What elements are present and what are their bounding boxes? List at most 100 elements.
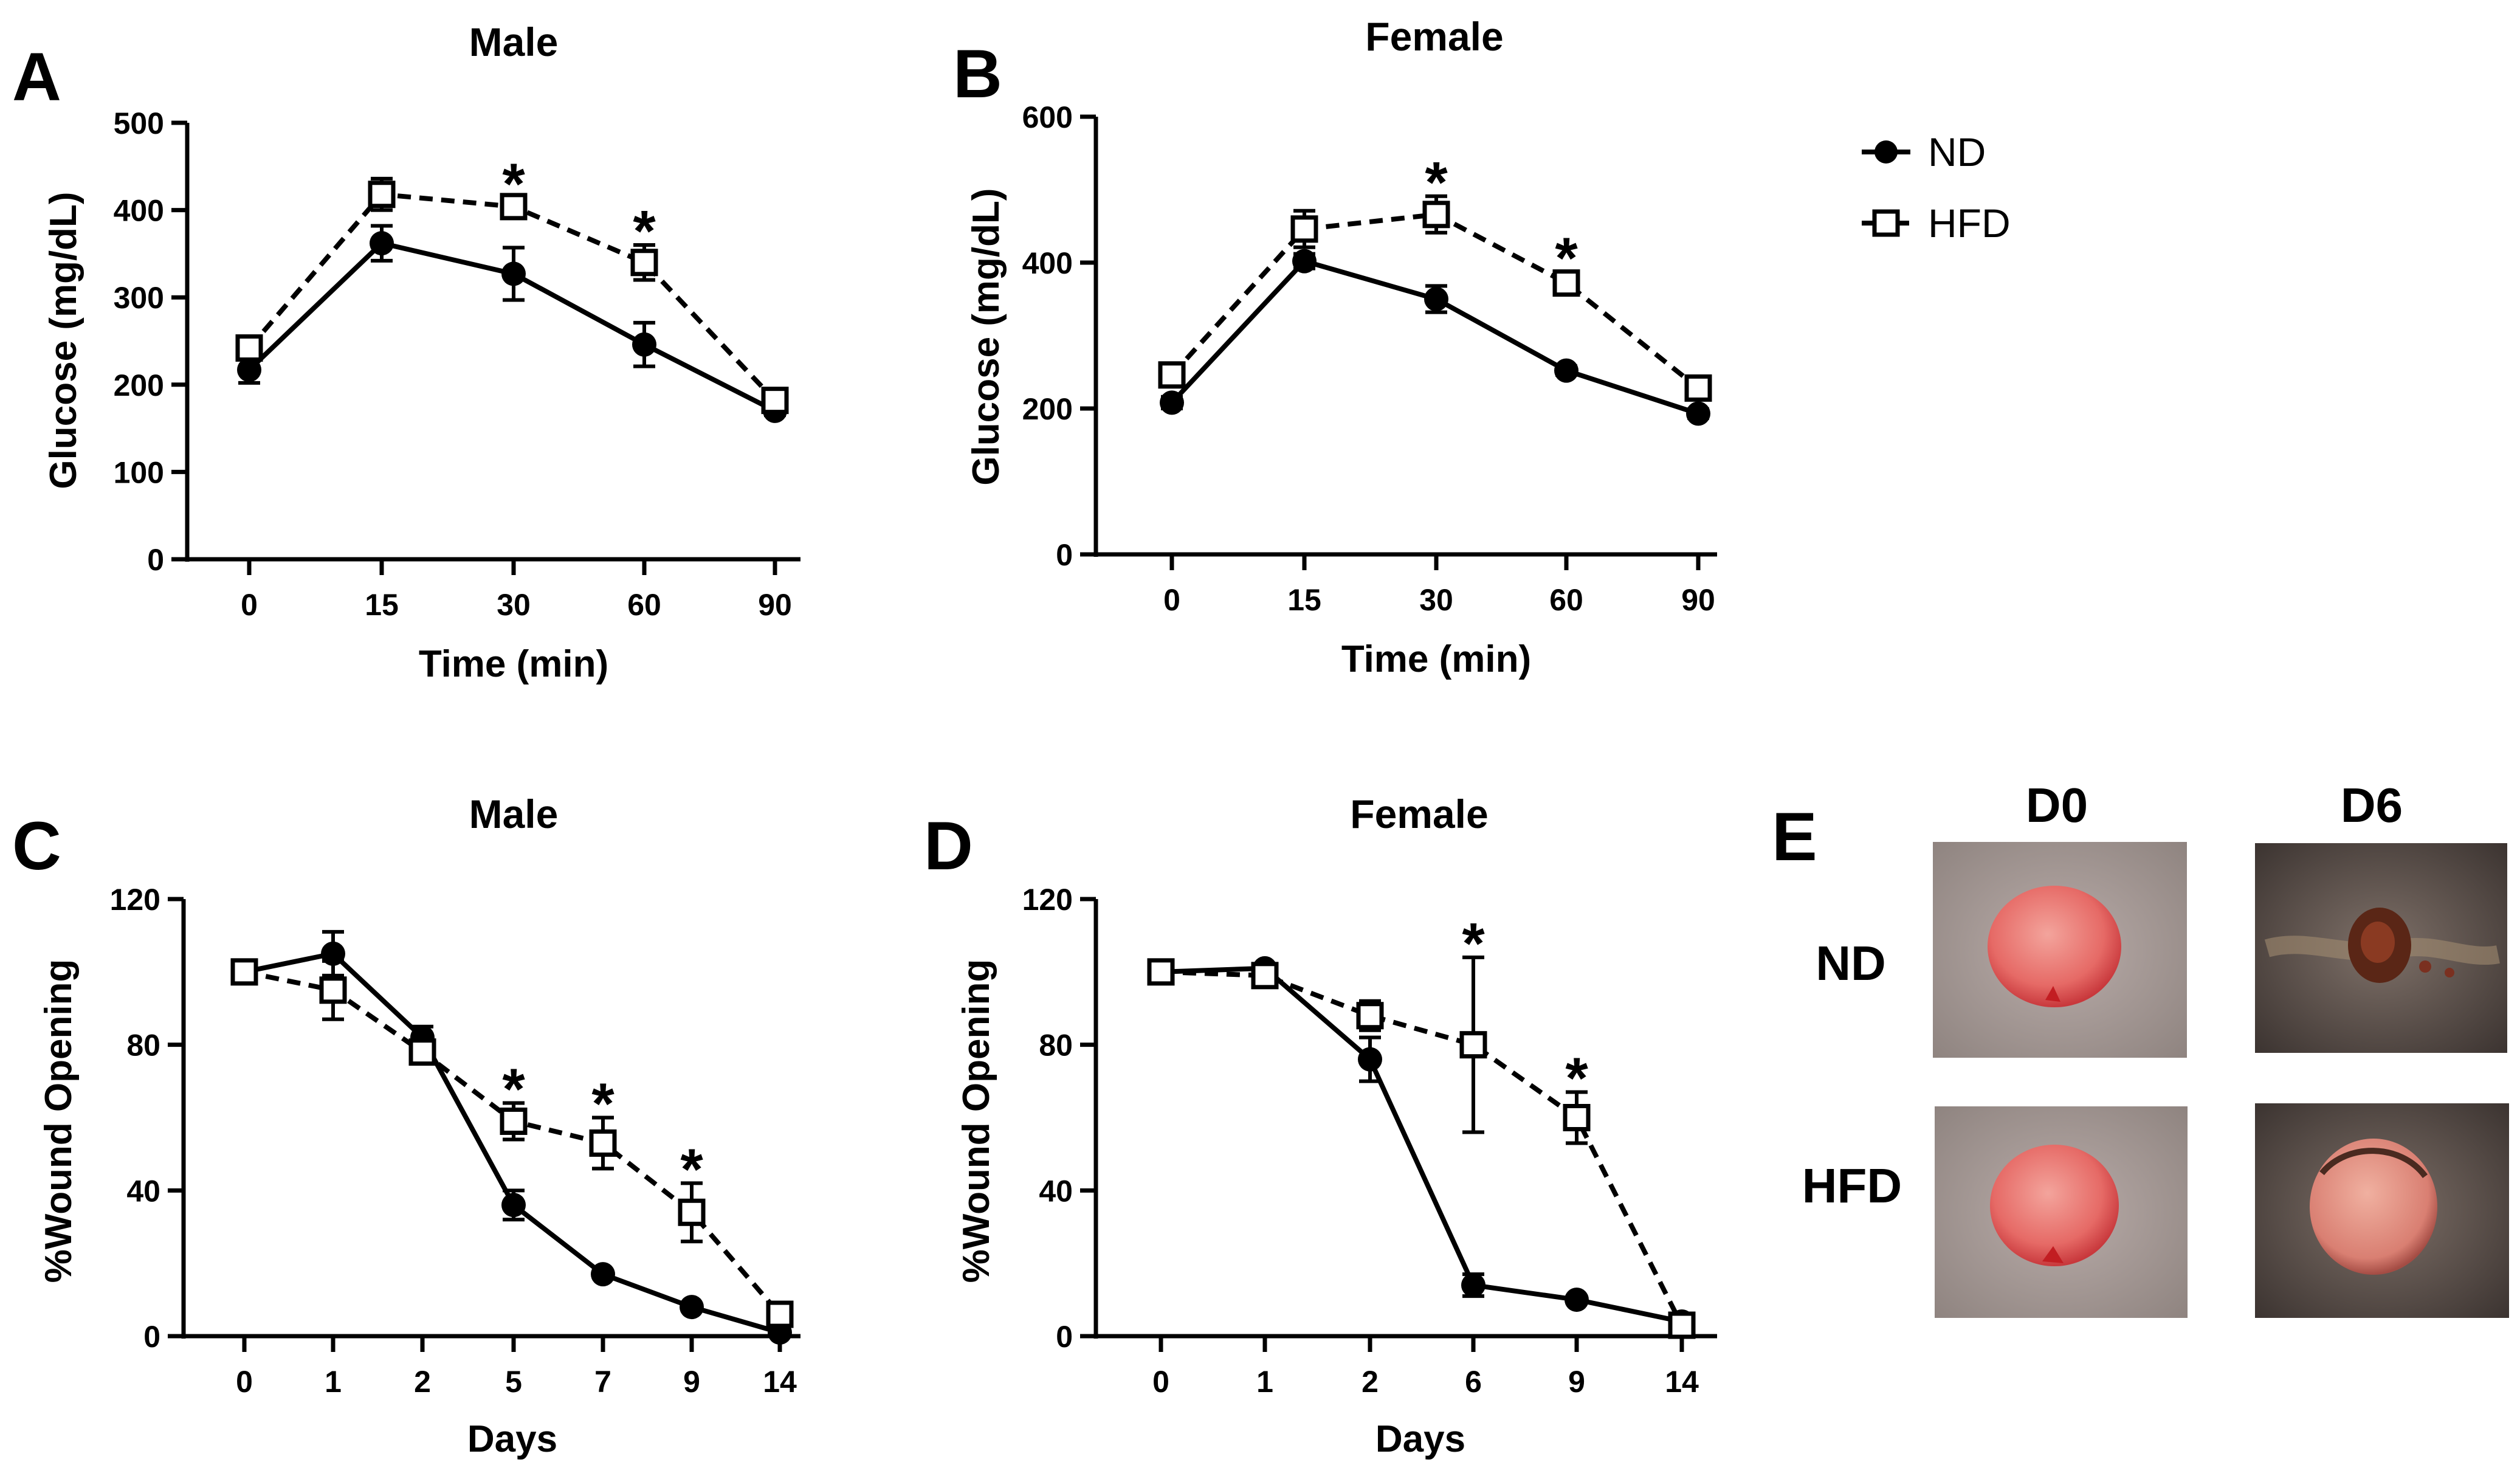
photo-hfd-d0 bbox=[1935, 1106, 2188, 1318]
x-tick-label: 14 bbox=[763, 1365, 797, 1399]
x-axis-title: Time (min) bbox=[1341, 638, 1531, 680]
data-point-hfd bbox=[1290, 215, 1318, 243]
y-axis-title: Glucose (mg/dL) bbox=[43, 191, 84, 489]
data-point-nd bbox=[1160, 390, 1184, 415]
data-point-nd bbox=[501, 261, 526, 286]
chart-area-c: 0 40 80 120 0 1 2 5 7 9 14 * * * bbox=[110, 883, 800, 1399]
data-point-nd bbox=[680, 1295, 704, 1320]
data-point-hfd bbox=[1158, 361, 1186, 389]
y-tick-label: 400 bbox=[114, 194, 164, 228]
data-point-hfd bbox=[1251, 962, 1279, 990]
data-point-nd bbox=[1292, 249, 1317, 274]
y-tick-label: 600 bbox=[1022, 100, 1073, 134]
y-axis-title: %Wound Opening bbox=[38, 959, 80, 1283]
data-point-nd bbox=[370, 231, 394, 256]
data-point-nd bbox=[1565, 1288, 1589, 1312]
y-tick-label: 80 bbox=[126, 1029, 160, 1063]
x-tick-label: 0 bbox=[1163, 583, 1180, 617]
legend-label: HFD bbox=[1928, 201, 2011, 246]
data-point-hfd bbox=[368, 181, 396, 209]
panel-letter: C bbox=[12, 808, 61, 884]
panel-d: D Female %Wound Opening Days bbox=[924, 791, 1489, 1460]
photo-nd-d6 bbox=[2255, 843, 2507, 1053]
photo-nd-d0 bbox=[1933, 842, 2187, 1058]
x-tick-label: 9 bbox=[683, 1365, 700, 1399]
data-point-nd bbox=[1424, 287, 1448, 311]
panel-b: B Female Glucose (mg/dL) Time (min) bbox=[953, 14, 1531, 680]
panel-letter: B bbox=[953, 36, 1002, 112]
panel-e: E D0 D6 ND HFD bbox=[1772, 778, 2509, 1318]
legend-label: ND bbox=[1928, 129, 1986, 174]
x-tick-label: 14 bbox=[1665, 1365, 1699, 1399]
data-point-nd bbox=[1686, 401, 1710, 426]
y-tick-label: 200 bbox=[114, 368, 164, 402]
x-tick-label: 9 bbox=[1568, 1365, 1585, 1399]
x-tick-label: 90 bbox=[758, 588, 792, 622]
data-point-hfd bbox=[678, 1198, 706, 1226]
significance-star: * bbox=[1462, 911, 1485, 976]
panel-letter: A bbox=[12, 39, 61, 115]
x-tick-label: 7 bbox=[594, 1365, 611, 1399]
x-tick-label: 1 bbox=[1256, 1365, 1273, 1399]
x-tick-label: 15 bbox=[365, 588, 399, 622]
chart-title: Male bbox=[469, 791, 559, 836]
x-tick-label: 2 bbox=[1362, 1365, 1379, 1399]
data-point-nd bbox=[501, 1193, 526, 1218]
chart-area-b: 0 200 400 600 0 15 30 60 90 * * bbox=[1022, 100, 1717, 617]
photo-hfd-d6 bbox=[2255, 1103, 2509, 1318]
panel-c: C Male %Wound Opening Days bbox=[12, 791, 558, 1460]
x-tick-label: 30 bbox=[1419, 583, 1453, 617]
data-point-nd bbox=[632, 332, 656, 357]
significance-star: * bbox=[591, 1072, 615, 1137]
x-tick-label: 1 bbox=[325, 1365, 342, 1399]
panel-letter: E bbox=[1772, 799, 1817, 875]
x-tick-label: 2 bbox=[414, 1365, 431, 1399]
series-line-nd bbox=[1170, 258, 1699, 416]
data-point-hfd bbox=[630, 249, 658, 277]
chart-area-d: 0 40 80 120 0 1 2 6 9 14 * * bbox=[1022, 883, 1717, 1399]
data-point-hfd bbox=[1552, 269, 1580, 297]
data-point-hfd bbox=[1459, 1031, 1487, 1059]
x-axis-title: Days bbox=[1375, 1418, 1465, 1460]
y-tick-label: 120 bbox=[1022, 883, 1073, 917]
data-point-nd bbox=[321, 941, 345, 966]
data-point-hfd bbox=[761, 387, 789, 415]
data-point-hfd bbox=[235, 334, 263, 362]
significance-star: * bbox=[1425, 150, 1448, 215]
legend-item-hfd: HFD bbox=[1862, 201, 2011, 246]
x-tick-label: 60 bbox=[627, 588, 661, 622]
data-point-hfd bbox=[1422, 201, 1450, 229]
x-tick-label: 0 bbox=[1152, 1365, 1169, 1399]
data-point-hfd bbox=[1356, 1002, 1384, 1030]
chart-area-a: 0 100 200 300 400 500 0 15 30 60 90 * * bbox=[114, 106, 800, 622]
y-axis-title: %Wound Opening bbox=[955, 959, 997, 1283]
series-line-hfd bbox=[1160, 969, 1684, 1326]
y-tick-label: 80 bbox=[1039, 1029, 1073, 1063]
significance-star: * bbox=[502, 1057, 525, 1122]
significance-star: * bbox=[1565, 1046, 1588, 1111]
row-label: ND bbox=[1816, 936, 1886, 990]
significance-star: * bbox=[502, 151, 525, 216]
data-point-hfd bbox=[589, 1129, 617, 1157]
legend: ND HFD bbox=[1862, 129, 2011, 246]
y-tick-label: 0 bbox=[147, 543, 164, 577]
y-axis-title: Glucose (mg/dL) bbox=[965, 188, 1007, 485]
column-label: D0 bbox=[2026, 778, 2088, 832]
x-axis-title: Time (min) bbox=[419, 643, 608, 685]
series-line-nd bbox=[1160, 965, 1682, 1324]
significance-star: * bbox=[680, 1137, 703, 1202]
x-tick-label: 60 bbox=[1549, 583, 1583, 617]
chart-title: Male bbox=[469, 19, 559, 64]
y-tick-label: 400 bbox=[1022, 246, 1073, 280]
significance-star: * bbox=[1555, 226, 1578, 291]
y-tick-label: 100 bbox=[114, 455, 164, 489]
chart-title: Female bbox=[1350, 791, 1488, 836]
data-point-hfd bbox=[766, 1300, 794, 1328]
x-tick-label: 15 bbox=[1287, 583, 1321, 617]
significance-star: * bbox=[633, 199, 656, 264]
y-tick-label: 0 bbox=[1056, 1320, 1073, 1354]
data-point-hfd bbox=[1668, 1311, 1696, 1339]
y-tick-label: 200 bbox=[1022, 392, 1073, 426]
chart-title: Female bbox=[1365, 14, 1503, 59]
